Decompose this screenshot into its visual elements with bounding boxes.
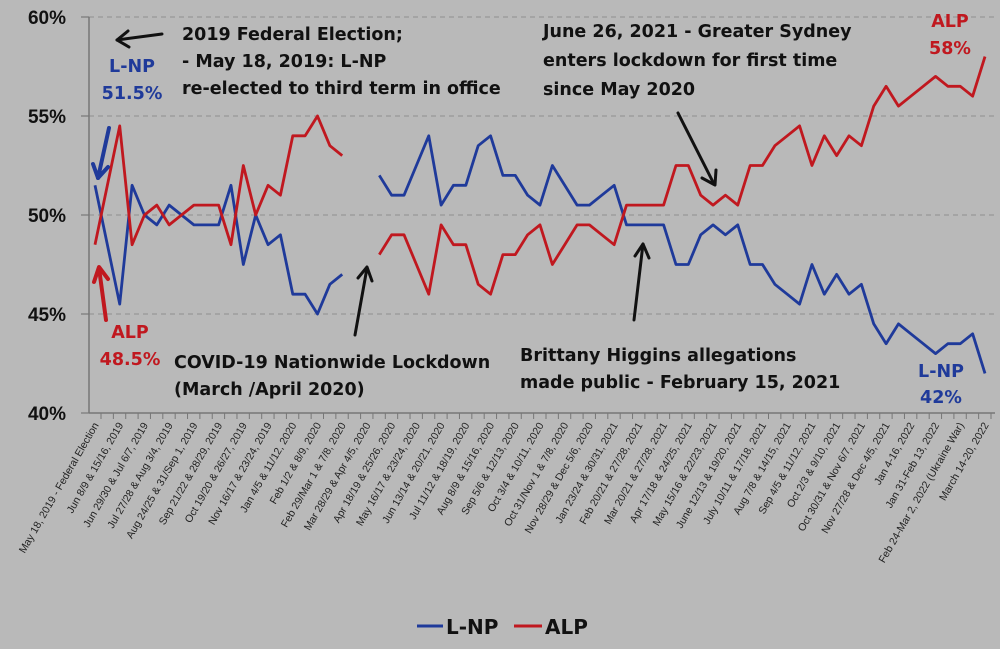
higgins-line-1: Brittany Higgins allegations	[520, 346, 796, 366]
legend-label-lnp: L-NP	[446, 615, 498, 639]
series-line-l-np	[378, 134, 987, 374]
lnp-start-value: 51.5%	[102, 84, 163, 104]
covid-line-2: (March /April 2020)	[174, 380, 365, 400]
election-arrow-icon	[115, 29, 164, 49]
series-lines	[93, 56, 987, 374]
lnp-end-value: 42%	[920, 388, 962, 408]
series-l-np	[93, 134, 987, 374]
lnp-end-label: L-NP	[918, 362, 964, 382]
gridlines	[89, 16, 995, 315]
election-line-1: 2019 Federal Election;	[182, 25, 403, 45]
alp-end-value: 58%	[929, 39, 971, 59]
alp-start-value: 48.5%	[100, 350, 161, 370]
covid-line-1: COVID-19 Nationwide Lockdown	[174, 353, 490, 373]
annotation-arrows	[115, 29, 718, 337]
y-axis-ticks: 40% 45% 50% 55% 60%	[28, 8, 89, 425]
lnp-start-arrow-icon	[91, 126, 111, 180]
y-tick-label: 50%	[28, 206, 66, 227]
lnp-start-label: L-NP	[109, 57, 155, 77]
legend-label-alp: ALP	[545, 615, 588, 639]
y-tick-label: 60%	[28, 8, 66, 29]
y-tick-label: 45%	[28, 305, 66, 326]
svg-text:June 26, 2021 - Greater Sydney: June 26, 2021 - Greater Sydney enters loc…	[542, 22, 852, 100]
svg-text:COVID-19 Nationwide Lockdown(M: COVID-19 Nationwide Lockdown (March /Apri…	[174, 353, 490, 400]
alp-start-label: ALP	[111, 323, 149, 343]
higgins-line-2: made public - February 15, 2021	[520, 373, 840, 393]
legend: L-NP ALP	[417, 615, 588, 639]
series-line-alp	[378, 56, 987, 296]
election-line-3: re-elected to third term in office	[182, 79, 501, 99]
y-tick-label: 55%	[28, 107, 66, 128]
election-line-2: - May 18, 2019: L-NP	[182, 52, 386, 72]
annotations: 2019 Federal Election; - May 18, 2019: L-…	[100, 12, 971, 408]
svg-text:2019 Federal Election;- May 18: 2019 Federal Election; - May 18, 2019: L-…	[182, 25, 501, 99]
alp-start-arrow-icon	[92, 265, 110, 322]
higgins-arrow-icon	[632, 242, 651, 322]
covid-arrow-icon	[353, 265, 374, 337]
y-tick-label: 40%	[28, 404, 66, 425]
sydney-line-1: June 26, 2021 - Greater Sydney	[542, 22, 852, 42]
series-alp	[93, 56, 987, 296]
sydney-arrow-icon	[676, 111, 718, 187]
sydney-line-3: since May 2020	[543, 80, 695, 100]
sydney-line-2: enters lockdown for first time	[543, 51, 837, 71]
alp-end-label: ALP	[931, 12, 969, 32]
